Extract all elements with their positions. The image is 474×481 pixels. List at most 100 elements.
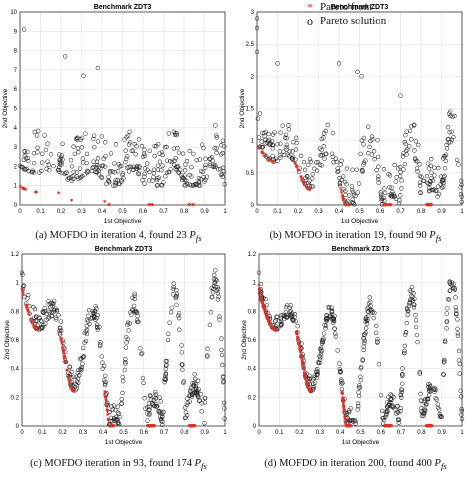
pareto-solution-point — [181, 175, 186, 180]
pareto-solution-point — [62, 171, 67, 176]
pareto-solution-point — [459, 406, 464, 412]
pareto-solution-point — [166, 331, 171, 336]
pareto-front-point — [304, 376, 308, 381]
pareto-solution-point — [269, 138, 275, 144]
pareto-solution-point — [168, 310, 174, 315]
pareto-solution-point — [445, 125, 451, 130]
pareto-solution-point — [412, 156, 418, 161]
pareto-solution-point — [376, 362, 382, 367]
pareto-solution-point — [175, 313, 181, 318]
pareto-solution-point — [90, 308, 95, 314]
pareto-solution-point — [337, 176, 342, 181]
pareto-solution-point — [387, 192, 393, 198]
pareto-solution-point — [29, 169, 34, 175]
pareto-solution-point — [406, 303, 412, 309]
pareto-solution-point — [426, 392, 432, 398]
pareto-solution-point — [102, 378, 107, 383]
pareto-solution-point — [359, 138, 364, 143]
pareto-solution-point — [192, 372, 197, 377]
pareto-solution-point — [136, 171, 142, 177]
y-axis-label: 2nd Objective — [2, 88, 9, 128]
pareto-solution-point — [46, 162, 52, 168]
pareto-solution-point — [349, 184, 354, 189]
pareto-solution-point — [422, 410, 427, 416]
pareto-solution-point — [280, 123, 285, 128]
pareto-solution-point — [338, 368, 343, 374]
pareto-solution-point — [419, 174, 424, 179]
pareto-solution-point — [329, 309, 335, 315]
pareto-solution-point — [398, 393, 403, 398]
pareto-solution-point — [419, 405, 424, 411]
pareto-solution-point — [150, 402, 156, 407]
pareto-solution-point — [357, 385, 362, 390]
pareto-solution-point — [125, 154, 130, 159]
x-tick-label: 0.5 — [356, 430, 365, 436]
pareto-solution-point — [17, 163, 23, 168]
pareto-solution-point — [191, 380, 197, 386]
pareto-solution-point — [359, 74, 364, 79]
pareto-solution-point — [318, 352, 323, 357]
pareto-solution-point — [323, 128, 328, 134]
pareto-solution-point — [375, 154, 381, 160]
pareto-solution-point — [259, 139, 264, 144]
y-tick-label: 5 — [14, 107, 18, 113]
pareto-solution-point — [359, 364, 364, 370]
pareto-solution-point — [427, 181, 433, 187]
scatter-plot-c: Benchmark ZDT3 0 0.1 0.2 0.3 0.4 0.5 0.6 0.7 0.8 0… — [4, 246, 227, 446]
pareto-solution-point — [409, 284, 415, 290]
pareto-front-point — [106, 418, 111, 422]
pareto-solution-point — [173, 295, 178, 301]
pareto-solution-point — [273, 156, 279, 161]
y-tick-label: 3 — [14, 145, 18, 151]
y-tick-label: 0.2 — [11, 395, 20, 401]
pareto-solution-point — [382, 186, 387, 191]
pareto-solution-point — [151, 174, 156, 180]
pareto-solution-point — [375, 336, 380, 342]
pareto-solution-point — [396, 200, 402, 206]
pareto-solution-point — [57, 164, 62, 170]
pareto-solution-point — [184, 158, 190, 164]
pareto-front-point — [340, 193, 345, 198]
pareto-solution-point — [295, 324, 300, 329]
pareto-solution-point — [455, 331, 461, 336]
pareto-solution-point — [176, 315, 182, 321]
pareto-solution-point — [383, 409, 388, 414]
pareto-solution-point — [148, 397, 154, 402]
pareto-solution-point — [57, 325, 63, 331]
x-axis-label: 1st Objective — [342, 439, 380, 446]
pareto-solution-point — [404, 306, 410, 311]
pareto-solution-point — [95, 139, 101, 144]
pareto-solution-point — [140, 375, 146, 381]
pareto-solution-point — [311, 384, 317, 390]
pareto-solution-point — [424, 396, 430, 402]
pareto-solution-point — [331, 318, 337, 324]
pareto-solution-point — [170, 292, 176, 297]
pareto-solution-point — [35, 150, 40, 155]
pareto-solution-point — [203, 156, 208, 162]
pareto-solution-point — [214, 133, 219, 138]
pareto-solution-point — [189, 392, 195, 397]
pareto-front-point — [69, 198, 74, 202]
pareto-solution-point — [130, 295, 135, 300]
pareto-solution-point — [427, 382, 432, 387]
pareto-solution-point — [71, 176, 76, 182]
pareto-solution-point — [260, 130, 265, 136]
legend-label-pareto-front: Pareto front — [320, 1, 373, 13]
y-tick-label: 1.5 — [246, 107, 255, 113]
pareto-solution-point — [117, 181, 122, 187]
pareto-solution-point — [50, 301, 55, 307]
pareto-solution-point — [332, 313, 337, 319]
pareto-solution-point — [332, 326, 337, 331]
x-tick-label: 0.8 — [180, 209, 189, 215]
pareto-solution-point — [329, 305, 334, 310]
pareto-solution-point — [99, 175, 105, 181]
pareto-solution-point — [283, 132, 289, 137]
pareto-solution-series — [254, 16, 464, 207]
pareto-solution-point — [453, 305, 459, 310]
x-tick-label: 0.1 — [38, 430, 47, 436]
pareto-solution-point — [44, 317, 49, 322]
scatter-plot-d: Benchmark ZDT3 0 0.1 0.2 0.3 0.4 0.5 0.6 0.7 0.8 0… — [241, 246, 464, 446]
pareto-solution-point — [139, 144, 145, 149]
pareto-solution-point — [167, 169, 172, 175]
pareto-solution-point — [309, 184, 314, 189]
